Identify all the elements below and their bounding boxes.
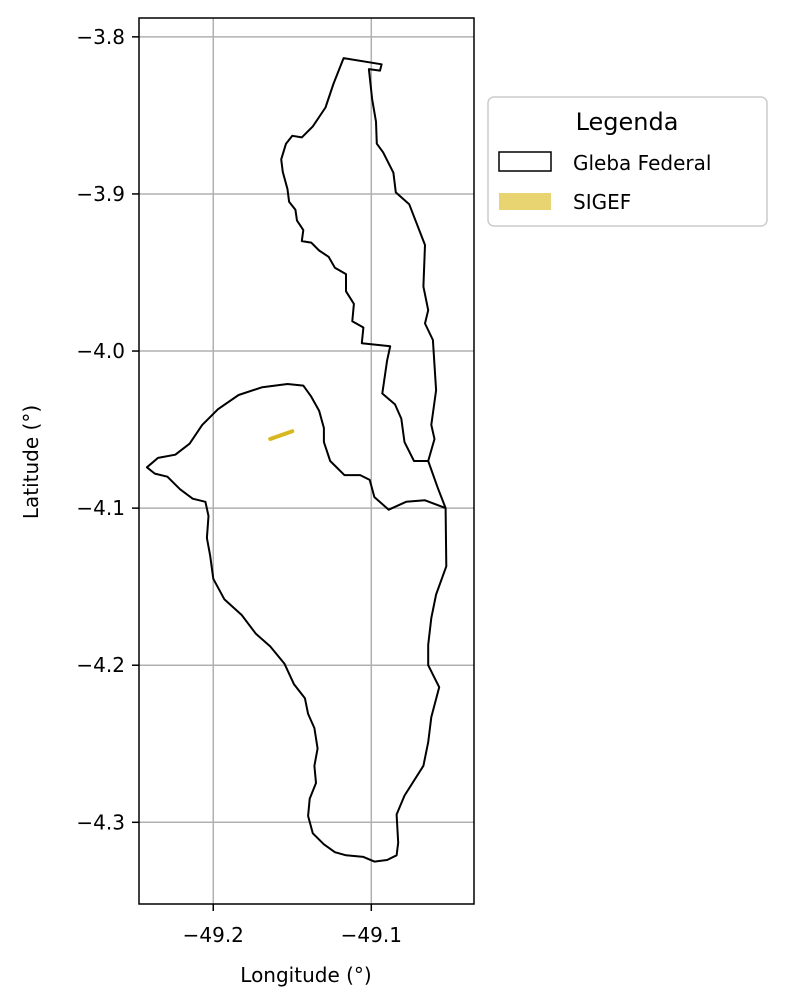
x-ticks: −49.2 −49.1: [183, 904, 402, 947]
y-tick-label: −4.2: [76, 653, 125, 677]
legend-title: Legenda: [576, 108, 679, 136]
y-tick-label: −4.3: [76, 810, 125, 834]
legend-label-gleba-federal: Gleba Federal: [573, 151, 711, 175]
y-tick-label: −3.8: [76, 25, 125, 49]
grid-lines: [139, 18, 474, 904]
legend-label-sigef: SIGEF: [573, 190, 631, 214]
legend-swatch-sigef: [499, 193, 551, 210]
y-tick-label: −4.0: [76, 339, 125, 363]
y-axis-label: Latitude (°): [19, 405, 43, 519]
x-axis-label: Longitude (°): [240, 963, 371, 987]
gleba-federal-polygon: [145, 57, 448, 863]
x-tick-label: −49.2: [183, 923, 244, 947]
legend: Legenda Gleba Federal SIGEF: [487, 96, 768, 227]
legend-frame: [487, 96, 768, 227]
legend-swatch-gleba-federal: [498, 151, 552, 172]
y-tick-label: −4.1: [76, 496, 125, 520]
map-layers: [145, 57, 448, 863]
sigef-line: [268, 429, 295, 441]
y-ticks: −3.8 −3.9 −4.0 −4.1 −4.2 −4.3: [76, 25, 139, 834]
plot-frame: [138, 17, 475, 905]
y-tick-label: −3.9: [76, 182, 125, 206]
x-tick-label: −49.1: [341, 923, 402, 947]
